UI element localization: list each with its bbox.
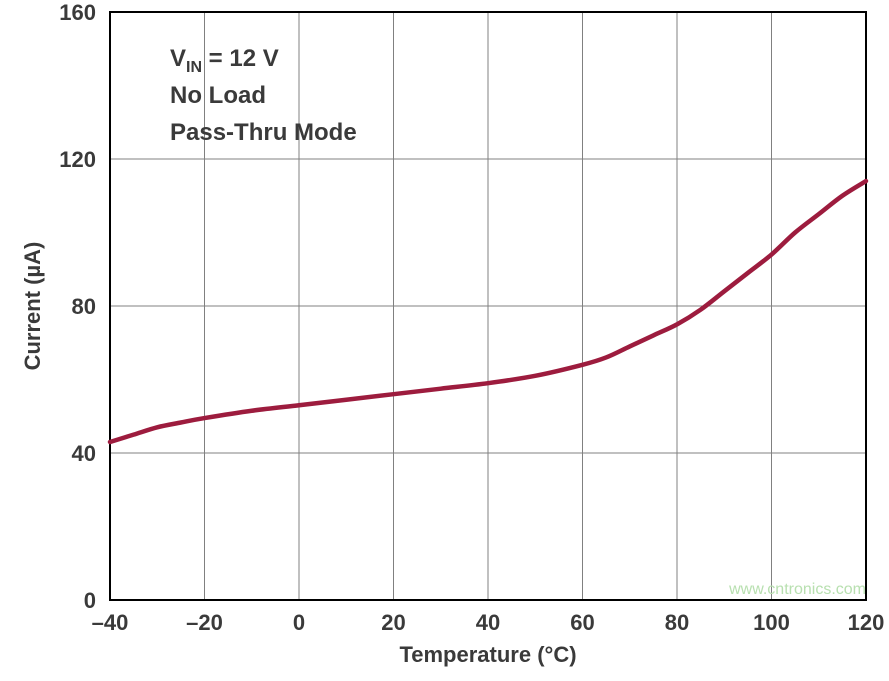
y-tick-label: 40: [72, 441, 96, 466]
y-axis-label: Current (µA): [20, 242, 45, 371]
chart-background: [0, 0, 889, 681]
x-tick-label: 100: [753, 610, 790, 635]
y-tick-label: 120: [59, 147, 96, 172]
x-tick-label: 120: [848, 610, 885, 635]
y-tick-label: 160: [59, 0, 96, 25]
chart-annotation-line: Pass-Thru Mode: [170, 119, 357, 146]
x-tick-label: 20: [381, 610, 405, 635]
x-tick-label: 0: [293, 610, 305, 635]
x-tick-label: 60: [570, 610, 594, 635]
watermark: www.cntronics.com: [728, 581, 866, 598]
x-tick-label: –20: [186, 610, 223, 635]
chart-container: –40 –20 0 20 40 60 80 100 120 0 40 80 120 160 Temperat…: [0, 0, 889, 681]
y-tick-label: 0: [84, 588, 96, 613]
x-tick-label: 40: [476, 610, 500, 635]
x-tick-label: 80: [665, 610, 689, 635]
y-tick-label: 80: [72, 294, 96, 319]
x-tick-label: –40: [92, 610, 129, 635]
x-axis-label: Temperature (°C): [399, 642, 576, 667]
chart-annotation-line: No Load: [170, 82, 266, 109]
line-chart: –40 –20 0 20 40 60 80 100 120 0 40 80 120 160 Temperat…: [0, 0, 889, 681]
